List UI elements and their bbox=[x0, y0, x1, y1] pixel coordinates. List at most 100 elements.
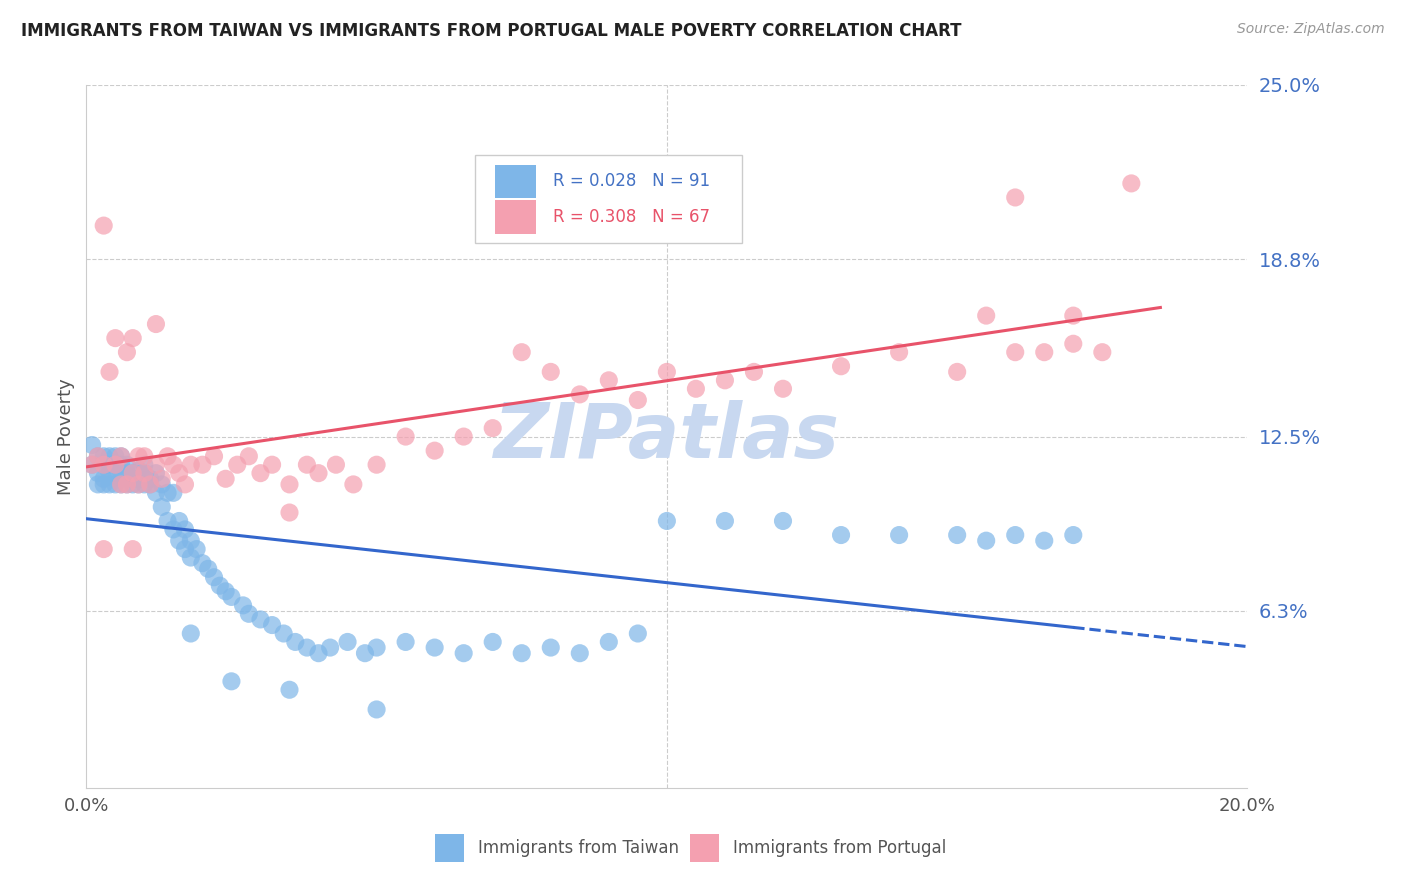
Point bbox=[186, 542, 208, 557]
Point bbox=[150, 477, 173, 491]
Y-axis label: Male Poverty: Male Poverty bbox=[58, 378, 75, 495]
Point bbox=[202, 450, 225, 464]
Point bbox=[167, 466, 190, 480]
Point bbox=[87, 466, 110, 480]
Point bbox=[162, 458, 184, 472]
Text: Immigrants from Portugal: Immigrants from Portugal bbox=[733, 839, 946, 857]
Point bbox=[121, 542, 143, 557]
Point bbox=[180, 550, 202, 565]
Point bbox=[1033, 345, 1056, 359]
Bar bbox=[434, 834, 464, 862]
Point bbox=[1062, 309, 1084, 323]
Point bbox=[191, 556, 214, 570]
Point bbox=[714, 514, 737, 528]
Point bbox=[104, 450, 127, 464]
Point bbox=[139, 477, 162, 491]
Point bbox=[134, 477, 156, 491]
Point bbox=[366, 640, 388, 655]
Point bbox=[180, 458, 202, 472]
Bar bbox=[495, 200, 536, 234]
Point bbox=[394, 429, 416, 443]
Point bbox=[1091, 345, 1114, 359]
Point bbox=[98, 458, 121, 472]
Point bbox=[156, 486, 179, 500]
Point bbox=[772, 514, 794, 528]
Point bbox=[104, 331, 127, 345]
Point bbox=[128, 463, 150, 477]
Point bbox=[156, 450, 179, 464]
Point bbox=[162, 523, 184, 537]
Point bbox=[98, 477, 121, 491]
Point bbox=[110, 450, 132, 464]
Point bbox=[121, 466, 143, 480]
Point bbox=[110, 466, 132, 480]
Point bbox=[214, 584, 236, 599]
Point bbox=[145, 486, 167, 500]
Point bbox=[115, 345, 138, 359]
Point bbox=[655, 514, 678, 528]
Point bbox=[115, 477, 138, 491]
Point bbox=[598, 373, 620, 387]
Point bbox=[540, 365, 562, 379]
Point bbox=[308, 466, 330, 480]
Point bbox=[238, 607, 260, 621]
Point bbox=[139, 477, 162, 491]
Point bbox=[134, 466, 156, 480]
Point bbox=[325, 458, 347, 472]
Point bbox=[93, 477, 115, 491]
Point bbox=[87, 450, 110, 464]
Point bbox=[249, 466, 271, 480]
Point bbox=[262, 458, 284, 472]
Point bbox=[162, 486, 184, 500]
Point bbox=[319, 640, 342, 655]
Point bbox=[180, 533, 202, 548]
Point bbox=[82, 458, 104, 472]
Point bbox=[366, 702, 388, 716]
Point bbox=[598, 635, 620, 649]
Point bbox=[134, 458, 156, 472]
Point bbox=[121, 472, 143, 486]
Point bbox=[98, 450, 121, 464]
Point bbox=[423, 640, 446, 655]
Point bbox=[191, 458, 214, 472]
Point bbox=[295, 458, 318, 472]
Bar bbox=[690, 834, 718, 862]
Text: Source: ZipAtlas.com: Source: ZipAtlas.com bbox=[1237, 22, 1385, 37]
Point bbox=[93, 458, 115, 472]
Point bbox=[208, 579, 231, 593]
Point bbox=[93, 219, 115, 233]
Point bbox=[714, 373, 737, 387]
Text: IMMIGRANTS FROM TAIWAN VS IMMIGRANTS FROM PORTUGAL MALE POVERTY CORRELATION CHAR: IMMIGRANTS FROM TAIWAN VS IMMIGRANTS FRO… bbox=[21, 22, 962, 40]
Point bbox=[174, 477, 197, 491]
FancyBboxPatch shape bbox=[475, 155, 742, 244]
Point bbox=[87, 477, 110, 491]
Point bbox=[540, 640, 562, 655]
Point bbox=[1004, 190, 1026, 204]
Point bbox=[354, 646, 377, 660]
Point bbox=[655, 365, 678, 379]
Point bbox=[974, 533, 997, 548]
Point bbox=[481, 421, 503, 435]
Point bbox=[238, 450, 260, 464]
Point bbox=[145, 317, 167, 331]
Point bbox=[1062, 528, 1084, 542]
Point bbox=[974, 309, 997, 323]
Text: R = 0.308   N = 67: R = 0.308 N = 67 bbox=[553, 208, 710, 226]
Point bbox=[82, 458, 104, 472]
Point bbox=[742, 365, 765, 379]
Text: ZIPatlas: ZIPatlas bbox=[494, 400, 839, 474]
Point bbox=[226, 458, 249, 472]
Point bbox=[887, 345, 910, 359]
Point bbox=[342, 477, 364, 491]
Point bbox=[394, 635, 416, 649]
Point bbox=[481, 635, 503, 649]
Point bbox=[139, 472, 162, 486]
Point bbox=[295, 640, 318, 655]
Point bbox=[830, 528, 852, 542]
Point bbox=[366, 458, 388, 472]
Point bbox=[772, 382, 794, 396]
Point bbox=[174, 542, 197, 557]
Point bbox=[145, 466, 167, 480]
Point bbox=[93, 472, 115, 486]
Point bbox=[128, 472, 150, 486]
